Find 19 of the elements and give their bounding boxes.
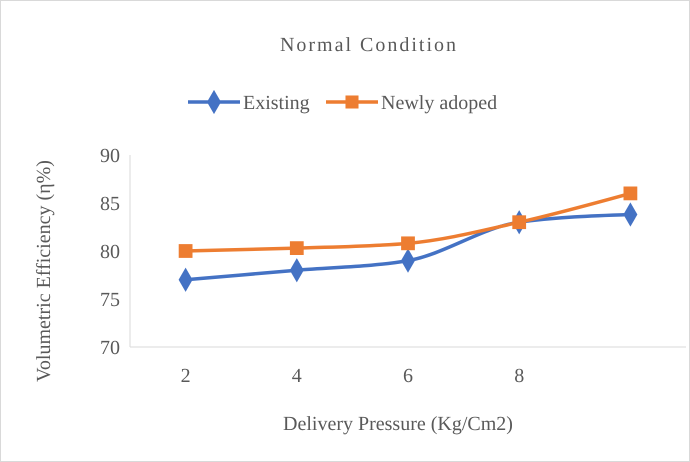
legend-label: Newly adoped [381, 92, 498, 114]
x-tick-label: 2 [180, 365, 191, 387]
point [624, 186, 638, 200]
chart-title: Normal Condition [280, 34, 458, 56]
y-tick-label: 90 [100, 145, 120, 167]
point [512, 215, 526, 230]
x-tick-label: 6 [403, 365, 413, 387]
y-axis-title: Volumetric Efficiency (η%) [33, 160, 55, 382]
point [290, 241, 304, 256]
y-tick-label: 80 [100, 241, 120, 263]
x-axis-title: Delivery Pressure (Kg/Cm2) [283, 413, 513, 435]
point [178, 244, 192, 258]
y-tick-label: 75 [100, 289, 120, 311]
x-tick-label: 4 [292, 365, 302, 387]
x-tick-label: 8 [514, 365, 524, 387]
y-tick-label: 70 [100, 337, 120, 359]
y-tick-label: 85 [100, 193, 120, 215]
legend-label: Existing [243, 92, 310, 114]
point [401, 236, 415, 250]
